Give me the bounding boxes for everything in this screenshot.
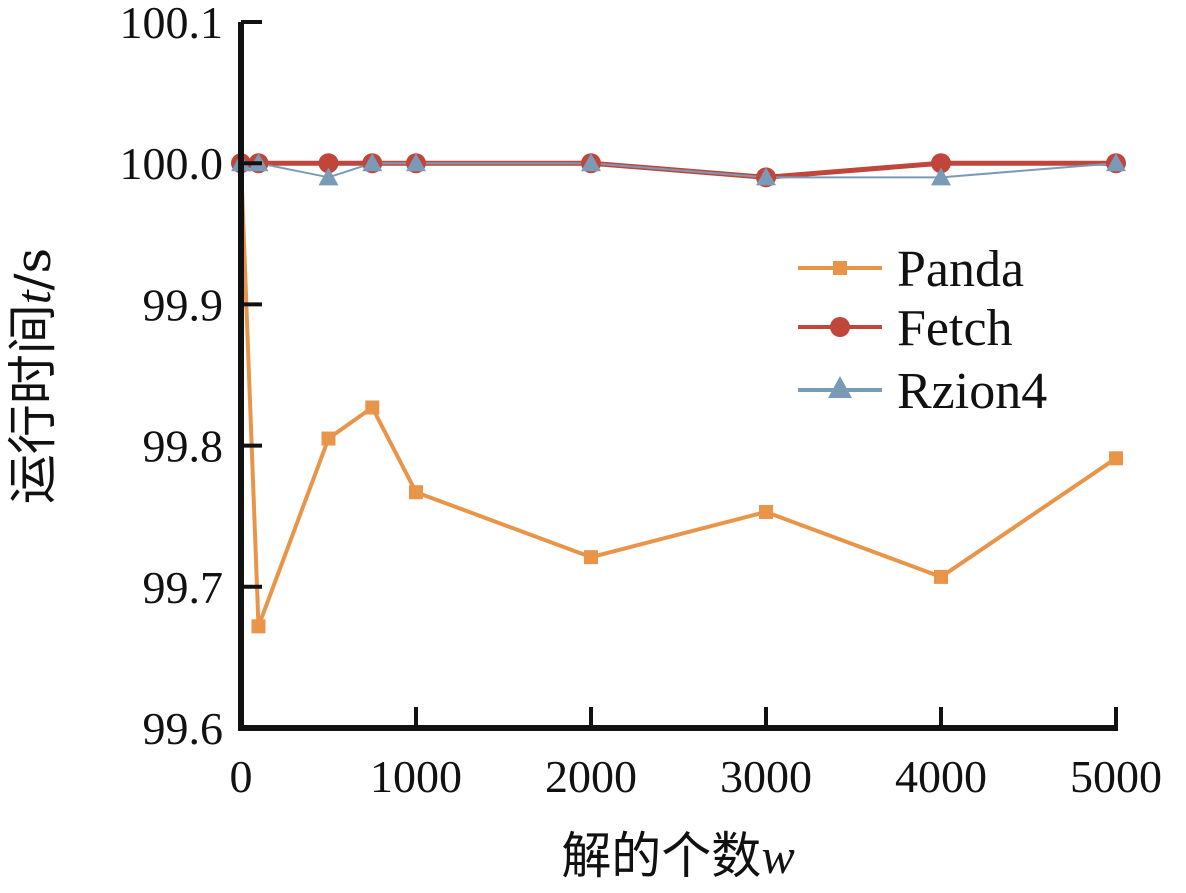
data-point-rzion4: [1106, 153, 1126, 172]
data-point-panda: [584, 550, 598, 565]
data-point-rzion4: [931, 167, 951, 186]
data-point-panda: [1109, 451, 1123, 466]
data-point-panda: [321, 431, 336, 446]
data-point-panda: [409, 485, 423, 500]
y-tick-label: 99.8: [143, 421, 224, 472]
data-point-rzion4: [406, 153, 426, 172]
x-axis-title: 解的个数w: [561, 827, 794, 885]
legend-label-fetch: Fetch: [897, 300, 1013, 357]
x-tick-label: 5000: [1070, 751, 1162, 802]
legend-item-fetch: Fetch: [798, 300, 1013, 357]
legend-marker-rzion4: [828, 376, 852, 398]
legend-marker-fetch: [830, 317, 850, 337]
data-point-rzion4: [581, 153, 601, 172]
data-point-fetch: [931, 153, 951, 174]
legend-item-panda: Panda: [798, 241, 1024, 298]
y-axis-unit: /s: [4, 248, 62, 291]
data-point-fetch: [318, 153, 339, 174]
x-tick-label: 1000: [370, 751, 462, 802]
y-tick-label: 100.0: [120, 138, 224, 189]
data-point-rzion4: [318, 167, 339, 186]
data-point-rzion4: [756, 167, 776, 186]
data-point-panda: [251, 619, 266, 634]
legend-label-panda: Panda: [897, 241, 1024, 298]
x-axis-variable: w: [761, 828, 794, 884]
legend-item-rzion4: Rzion4: [798, 363, 1047, 420]
data-point-panda: [365, 400, 380, 415]
data-point-panda: [759, 504, 773, 519]
legend-marker-panda: [833, 261, 847, 275]
x-tick-label: 0: [230, 751, 253, 802]
y-tick-label: 99.6: [143, 703, 224, 754]
y-axis-variable: t: [5, 289, 61, 304]
data-point-panda: [934, 569, 948, 584]
legend: Panda Fetch Rzion4: [798, 241, 1047, 420]
y-axis-title-text: 运行时间: [4, 304, 62, 504]
y-tick-label: 100.1: [120, 0, 224, 48]
y-tick-label: 99.9: [143, 279, 224, 330]
legend-label-rzion4: Rzion4: [897, 363, 1047, 420]
y-tick-label: 99.7: [143, 562, 224, 613]
x-axis-title-text: 解的个数: [561, 827, 761, 885]
data-point-rzion4: [362, 153, 383, 172]
x-tick-label: 2000: [545, 751, 637, 802]
x-tick-label: 3000: [720, 751, 812, 802]
y-axis-title: 运行时间t/s: [4, 248, 62, 504]
x-tick-label: 4000: [895, 751, 987, 802]
